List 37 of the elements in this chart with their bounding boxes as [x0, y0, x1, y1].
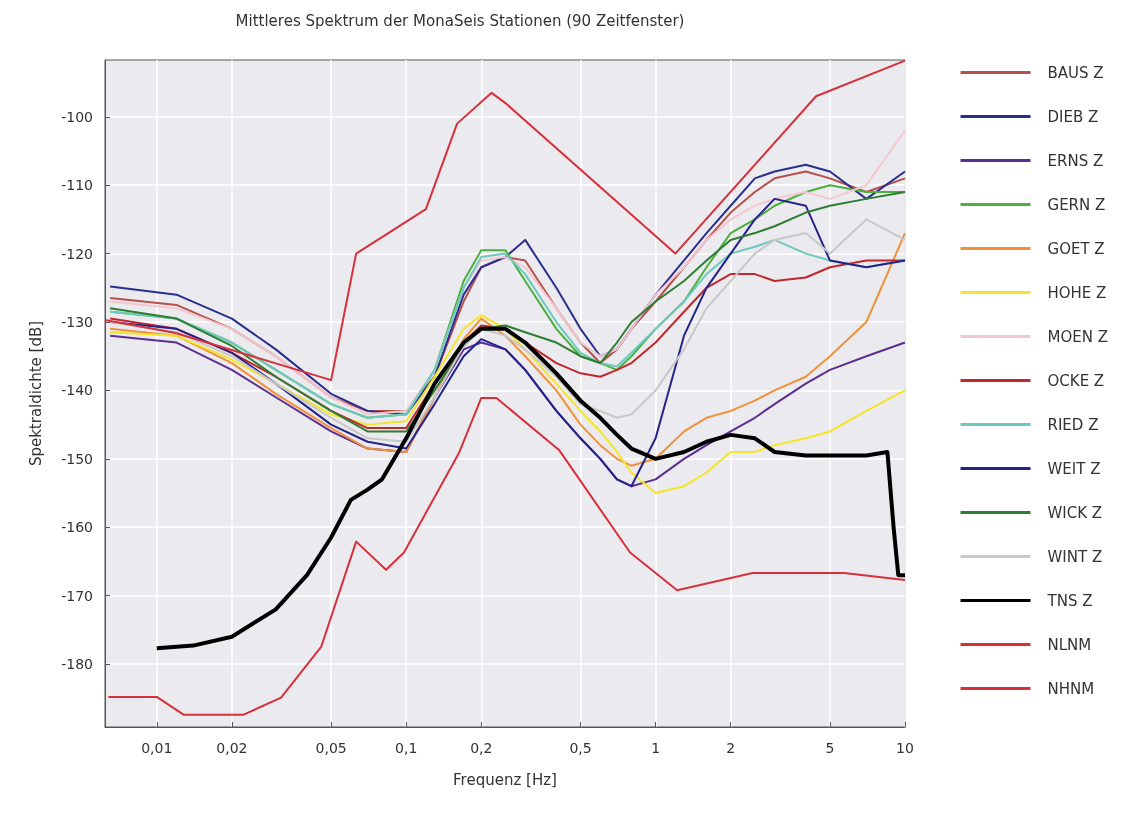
x-tick-label: 2 — [726, 740, 736, 756]
legend-label: BAUS Z — [1047, 63, 1104, 82]
x-tick-label: 0,2 — [470, 740, 493, 756]
y-tick-label: -140 — [61, 382, 93, 399]
legend-label: GERN Z — [1047, 195, 1106, 214]
legend-label: MOEN Z — [1047, 327, 1109, 346]
x-tick-label: 0,05 — [315, 740, 347, 756]
y-tick-label: -160 — [61, 519, 93, 536]
y-axis-title: Spektraldichte [dB] — [26, 320, 45, 467]
legend-label: GOET Z — [1047, 239, 1105, 258]
y-tick-label: -120 — [61, 245, 93, 262]
legend-label: WEIT Z — [1047, 459, 1101, 478]
y-tick-label: -100 — [61, 108, 93, 125]
legend-label: ERNS Z — [1047, 151, 1104, 170]
x-tick-label: 5 — [825, 740, 835, 756]
y-tick-label: -180 — [61, 656, 93, 673]
legend-label: NHNM — [1047, 679, 1095, 698]
legend-label: RIED Z — [1047, 415, 1099, 434]
y-tick-label: -150 — [61, 450, 93, 467]
legend-label: TNS Z — [1046, 591, 1093, 610]
y-tick-label: -170 — [61, 587, 93, 604]
legend-label: OCKE Z — [1047, 371, 1105, 390]
x-tick-label: 0,01 — [141, 740, 173, 756]
x-tick-label: 0,02 — [216, 740, 248, 756]
x-tick-label: 1 — [651, 740, 661, 756]
x-axis-title: Frequenz [Hz] — [453, 770, 557, 789]
legend-label: DIEB Z — [1047, 107, 1099, 126]
y-tick-label: -110 — [61, 177, 93, 194]
x-tick-label: 0,5 — [569, 740, 592, 756]
legend-label: WINT Z — [1047, 547, 1103, 566]
y-tick-label: -130 — [61, 314, 93, 331]
x-tick-label: 10 — [896, 740, 914, 756]
legend-label: HOHE Z — [1047, 283, 1107, 302]
chart-title: Mittleres Spektrum der MonaSeis Stationen (90 Zeitfenster) — [235, 11, 685, 30]
x-tick-label: 0,1 — [395, 740, 418, 756]
legend-label: WICK Z — [1047, 503, 1103, 522]
legend-label: NLNM — [1047, 635, 1092, 654]
